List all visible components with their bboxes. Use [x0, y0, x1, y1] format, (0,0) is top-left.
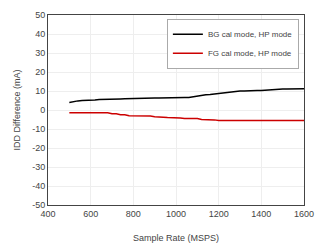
svg-text:30: 30 [35, 48, 45, 58]
svg-text:1400: 1400 [251, 209, 271, 219]
svg-text:-20: -20 [32, 143, 45, 153]
svg-text:10: 10 [35, 86, 45, 96]
svg-text:BG cal mode, HP mode: BG cal mode, HP mode [208, 30, 292, 39]
svg-text:Sample Rate (MSPS): Sample Rate (MSPS) [133, 233, 219, 243]
svg-text:-10: -10 [32, 124, 45, 134]
svg-text:400: 400 [40, 209, 55, 219]
svg-text:1600: 1600 [294, 209, 314, 219]
svg-text:FG cal mode, HP mode: FG cal mode, HP mode [208, 49, 292, 58]
svg-text:1200: 1200 [209, 209, 229, 219]
svg-text:-30: -30 [32, 162, 45, 172]
svg-text:800: 800 [126, 209, 141, 219]
svg-text:600: 600 [83, 209, 98, 219]
svg-text:IDD Difference (mA): IDD Difference (mA) [12, 70, 22, 151]
svg-text:-40: -40 [32, 181, 45, 191]
svg-text:-50: -50 [32, 200, 45, 210]
svg-text:50: 50 [35, 10, 45, 20]
svg-text:40: 40 [35, 29, 45, 39]
svg-text:0: 0 [40, 105, 45, 115]
svg-text:20: 20 [35, 67, 45, 77]
svg-text:1000: 1000 [166, 209, 186, 219]
